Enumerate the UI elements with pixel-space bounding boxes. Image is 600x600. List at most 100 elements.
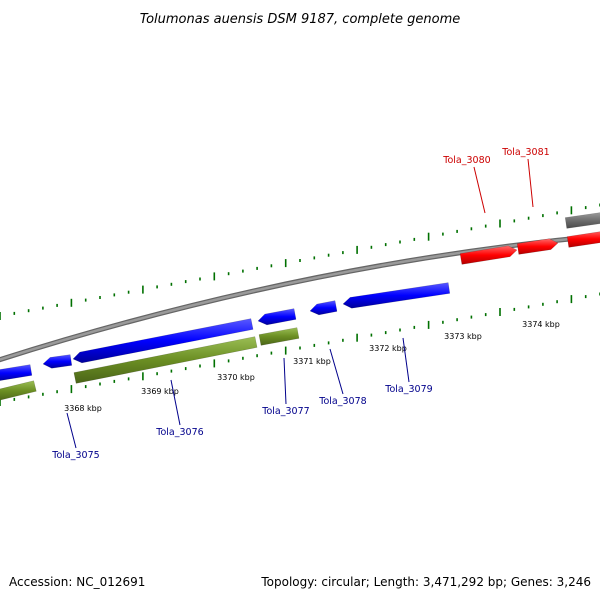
gene-label: Tola_3081	[501, 147, 549, 158]
gene-leader-line	[473, 166, 486, 214]
gene-leader-line	[283, 357, 287, 405]
tick-label: 3372 kbp	[369, 344, 407, 353]
outer-tick-mark	[142, 285, 144, 294]
inner-tick-mark	[584, 295, 587, 299]
accession-text: Accession: NC_012691	[9, 575, 145, 589]
gene-arrow-tola-3076	[72, 318, 254, 364]
outer-tick-mark	[370, 245, 373, 249]
gene-leader-line	[527, 158, 534, 208]
gene-label: Tola_3080	[442, 155, 490, 166]
outer-tick-mark	[442, 232, 444, 236]
inner-tick-mark	[99, 382, 101, 386]
inner-tick-mark	[370, 333, 373, 337]
outer-tick-mark	[484, 224, 487, 228]
outer-tick-mark	[113, 293, 116, 297]
outer-tick-mark	[99, 296, 101, 299]
inner-tick-mark	[327, 341, 330, 345]
inner-tick-mark	[427, 320, 430, 329]
outer-tick-mark	[456, 229, 458, 233]
outer-tick-mark	[427, 232, 430, 241]
tick-labels: 3368 kbp 3369 kbp 3370 kbp 3371 kbp 3372 kbp…	[64, 320, 560, 413]
gene-arrow-tola-3082	[566, 231, 600, 248]
inner-tick-mark	[542, 302, 544, 306]
inner-tick-mark	[342, 338, 344, 342]
inner-tick-mark	[113, 379, 116, 383]
inner-tick-mark	[156, 372, 158, 376]
outer-tick-mark	[127, 290, 130, 294]
outer-tick-mark	[313, 256, 316, 260]
gene-label: Tola_3077	[261, 406, 309, 417]
outer-tick-mark	[242, 269, 244, 273]
outer-tick-mark	[56, 303, 58, 307]
inner-tick-track	[0, 292, 600, 406]
outer-tick-mark	[156, 285, 158, 289]
inner-tick-mark	[499, 308, 501, 316]
gene-label: Tola_3079	[384, 384, 432, 395]
inner-tick-mark	[227, 359, 230, 363]
outer-tick-mark	[213, 272, 216, 281]
outer-tick-mark	[356, 245, 358, 254]
gene-label: Tola_3078	[318, 396, 366, 407]
inner-tick-mark	[456, 318, 458, 322]
inner-tick-mark	[299, 346, 301, 350]
inner-tick-mark	[270, 351, 273, 355]
outer-tick-mark	[327, 253, 330, 257]
inner-tick-mark	[399, 328, 401, 332]
gene-label: Tola_3075	[51, 450, 99, 461]
inner-tick-mark	[127, 377, 130, 381]
inner-tick-mark	[0, 398, 1, 406]
inner-tick-mark	[384, 331, 387, 335]
outer-tick-mark	[42, 306, 44, 310]
inner-tick-mark	[184, 367, 187, 371]
outer-tick-mark	[342, 251, 344, 255]
outer-tick-mark	[284, 259, 287, 268]
outer-tick-mark	[84, 298, 87, 302]
outer-tick-mark	[27, 309, 30, 313]
outer-tick-mark	[570, 206, 573, 215]
inner-tick-mark	[213, 359, 216, 368]
gene-arrow-tola-3081	[516, 238, 559, 255]
gene-features	[0, 212, 600, 401]
outer-tick-track	[0, 203, 600, 320]
feature-bar-gray	[564, 212, 600, 229]
inner-tick-mark	[570, 295, 573, 304]
inner-tick-mark	[142, 372, 144, 381]
inner-tick-mark	[170, 369, 173, 373]
outer-tick-mark	[499, 219, 501, 228]
inner-tick-mark	[513, 307, 516, 311]
outer-tick-mark	[513, 219, 516, 223]
inner-tick-mark	[242, 356, 244, 360]
outer-tick-mark	[413, 237, 416, 241]
inner-tick-mark	[313, 343, 316, 347]
tick-label: 3374 kbp	[522, 320, 560, 329]
gene-arrow-tola-3074	[0, 364, 33, 381]
outer-tick-mark	[199, 277, 201, 281]
outer-tick-mark	[184, 280, 187, 284]
gene-label: Tola_3076	[155, 427, 203, 438]
tick-label: 3369 kbp	[141, 387, 179, 396]
outer-tick-mark	[70, 298, 73, 307]
cds-bar-3077	[258, 327, 300, 346]
inner-tick-mark	[56, 390, 58, 394]
genome-summary-text: Topology: circular; Length: 3,471,292 bp…	[260, 575, 591, 589]
inner-tick-mark	[556, 300, 558, 304]
outer-tick-mark	[556, 211, 558, 215]
inner-tick-mark	[27, 395, 30, 399]
inner-tick-mark	[442, 320, 444, 324]
outer-tick-mark	[270, 264, 273, 268]
outer-tick-mark	[170, 282, 173, 286]
inner-tick-mark	[527, 305, 530, 309]
inner-tick-mark	[70, 385, 73, 394]
outer-tick-mark	[13, 311, 16, 315]
outer-tick-mark	[470, 227, 473, 231]
gene-arrow-tola-3080	[459, 245, 518, 265]
outer-tick-mark	[299, 259, 301, 262]
inner-tick-mark	[84, 385, 87, 389]
outer-tick-mark	[384, 243, 387, 247]
gene-leader-line	[402, 337, 410, 383]
inner-tick-mark	[470, 315, 473, 319]
cds-bar-3075	[0, 380, 37, 401]
gene-leader-line	[170, 379, 181, 426]
tick-label: 3370 kbp	[217, 373, 255, 382]
